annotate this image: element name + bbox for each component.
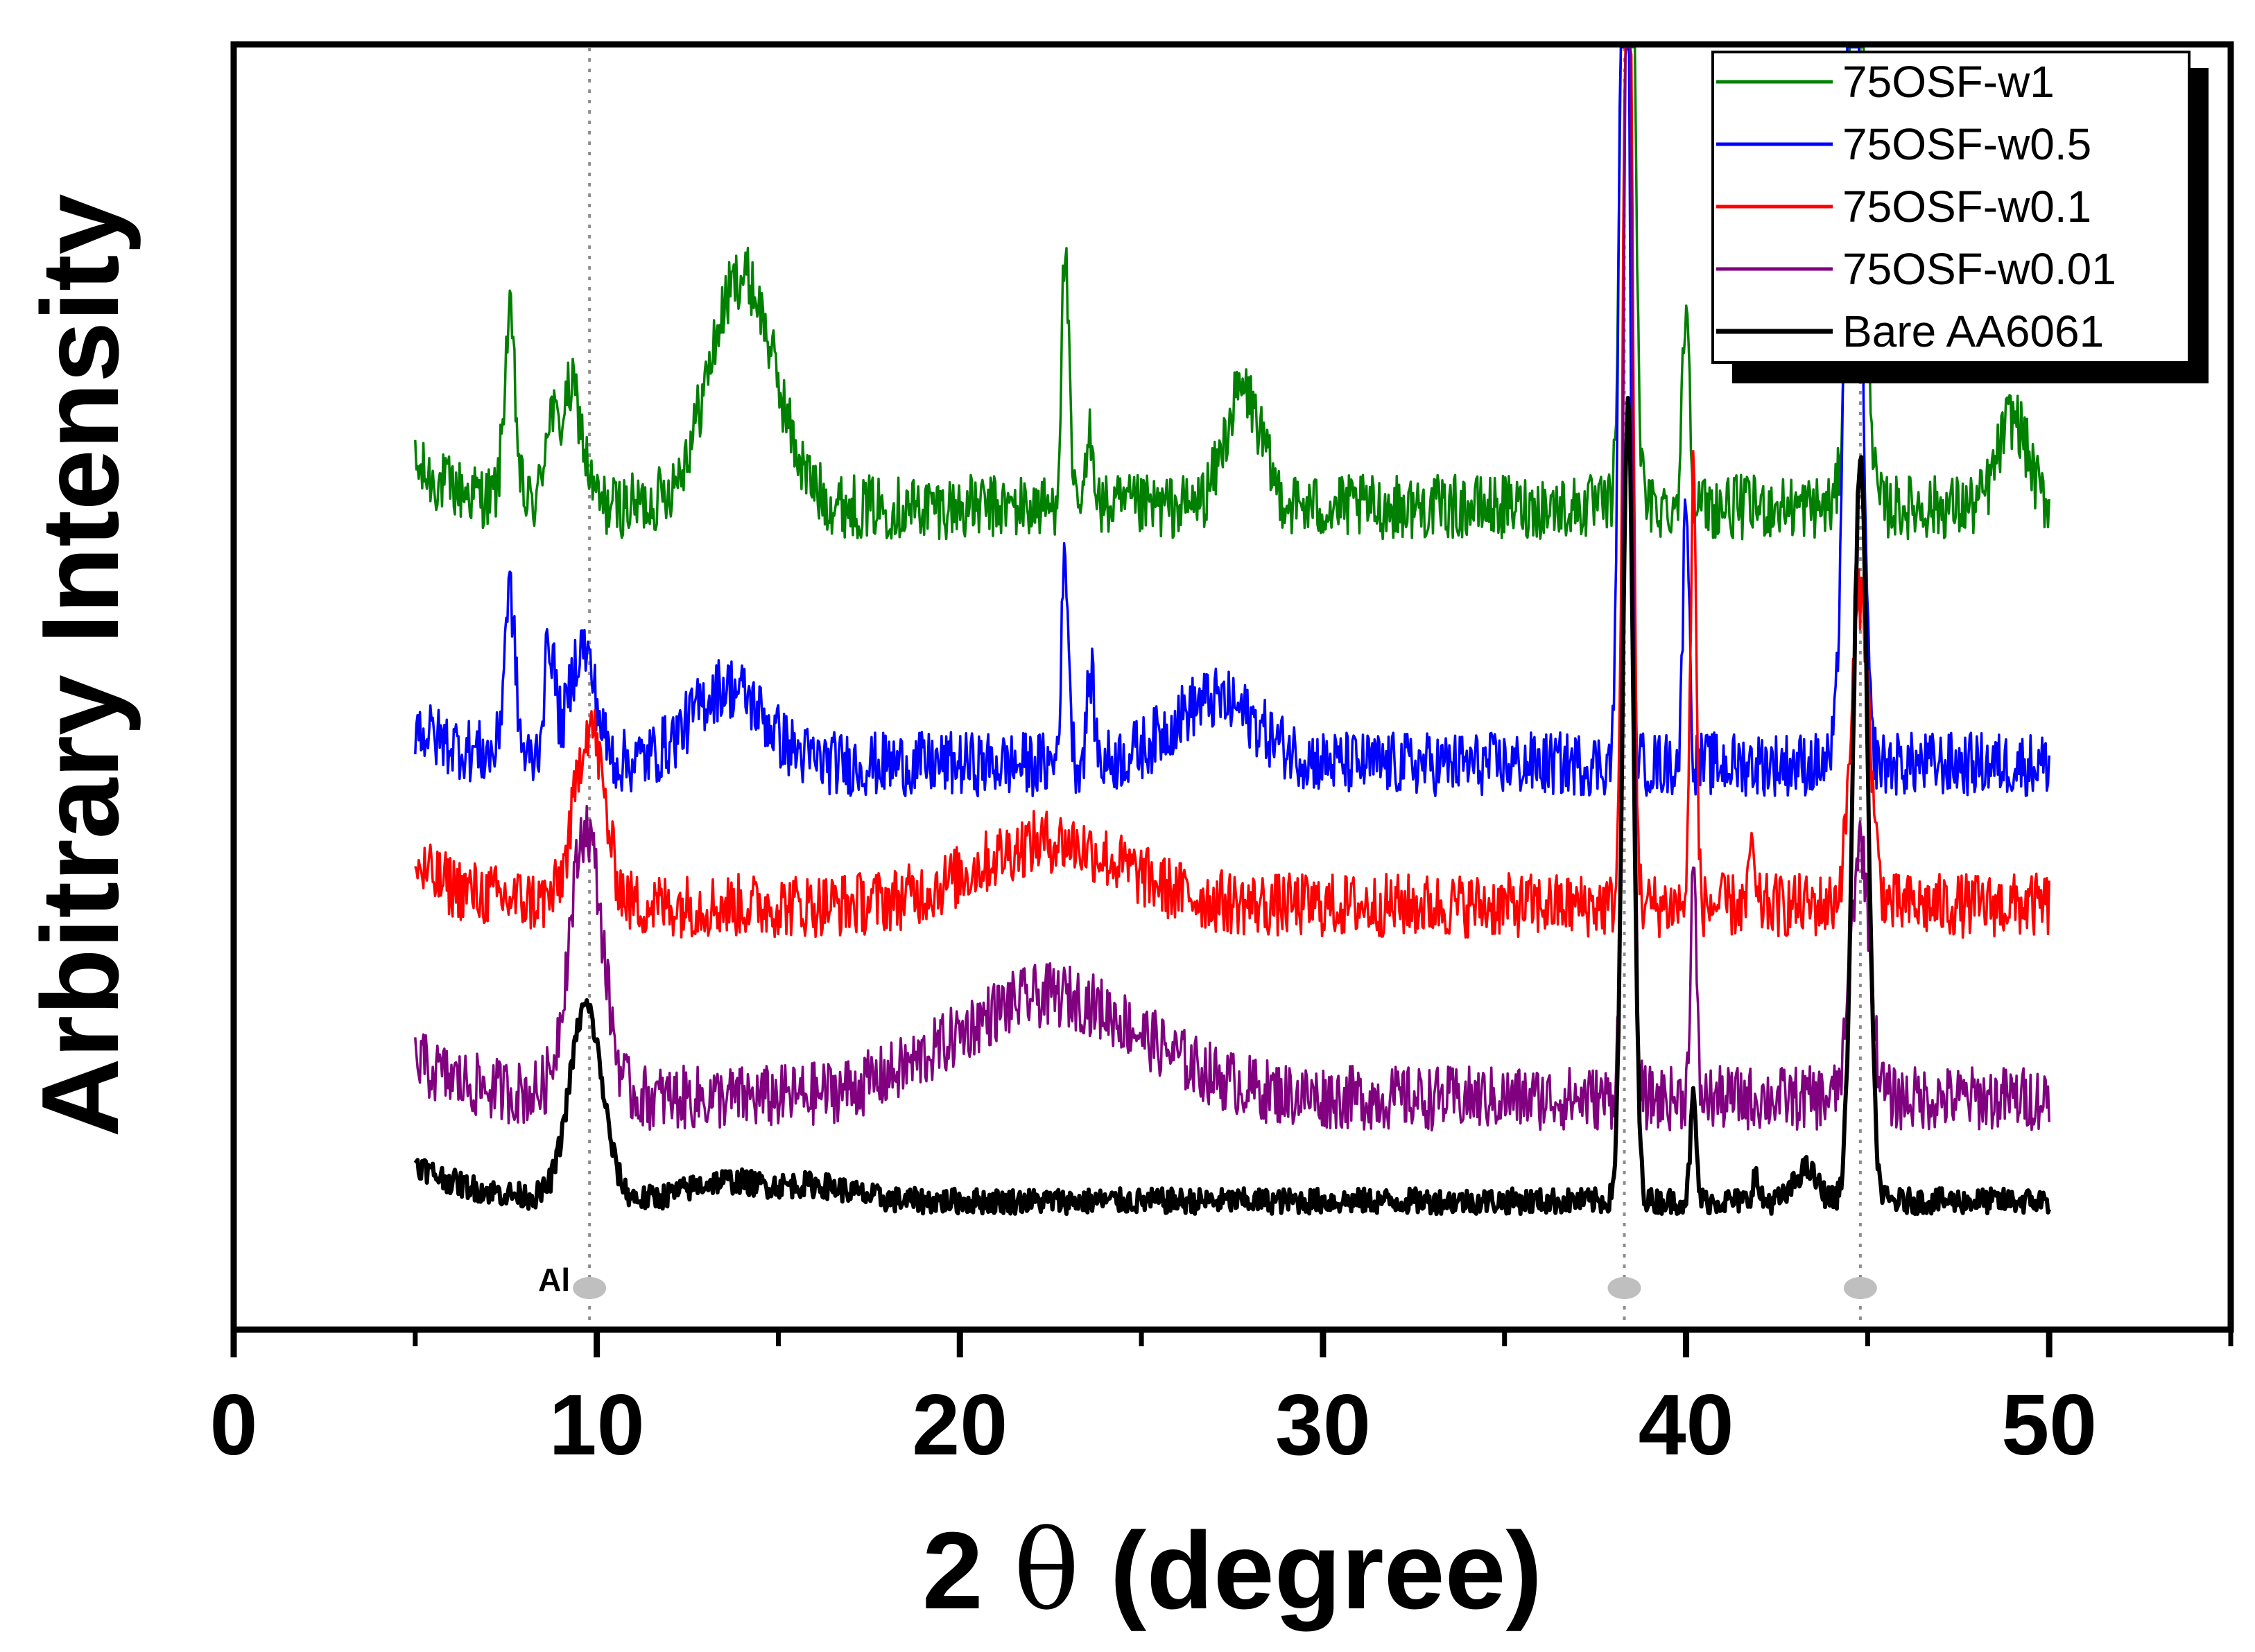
- legend-label: 75OSF-w0.01: [1842, 244, 2116, 294]
- legend-label: 75OSF-w0.5: [1842, 119, 2091, 169]
- al-annotation: Al: [538, 1262, 570, 1298]
- legend: 75OSF-w1 75OSF-w0.5 75OSF-w0.1 75OSF-w0.01 B…: [1711, 51, 2209, 383]
- legend-label: 75OSF-w1: [1842, 57, 2055, 107]
- al-phase-marker: [1843, 1277, 1877, 1299]
- phase-markers: Al: [538, 1262, 1877, 1299]
- x-axis-title-theta: θ: [1014, 1507, 1080, 1635]
- series-line-3: [414, 46, 2050, 939]
- x-tick-label: 20: [912, 1377, 1008, 1473]
- x-tick-label: 30: [1275, 1377, 1371, 1473]
- legend-entries: 75OSF-w1 75OSF-w0.5 75OSF-w0.1 75OSF-w0.01 B…: [1716, 57, 2116, 356]
- al-phase-marker: [573, 1277, 607, 1299]
- series-line-5: [413, 396, 2052, 1217]
- series-line-1: [414, 46, 2050, 541]
- x-tick-label: 0: [210, 1377, 258, 1473]
- x-tick-label: 40: [1639, 1377, 1734, 1473]
- x-axis-title-unit: (degree): [1110, 1510, 1542, 1632]
- x-tick-label: 10: [549, 1377, 645, 1473]
- y-axis-title: Arbitrary Intensity: [19, 193, 141, 1137]
- x-axis-title: 2 θ (degree): [922, 1507, 1542, 1635]
- x-axis-ticks: 0 10 20 30 40 50: [210, 1330, 2234, 1473]
- plot-area-frame: [230, 41, 2234, 1333]
- x-axis-title-number: 2: [922, 1510, 983, 1632]
- legend-label: Bare AA6061: [1842, 306, 2104, 356]
- series-layer: [413, 46, 2052, 1217]
- x-tick-label: 50: [2001, 1377, 2097, 1473]
- legend-label: 75OSF-w0.1: [1842, 182, 2091, 232]
- al-phase-marker: [1607, 1277, 1641, 1299]
- series-line-2: [414, 46, 2050, 798]
- series-line-4: [414, 46, 2050, 1132]
